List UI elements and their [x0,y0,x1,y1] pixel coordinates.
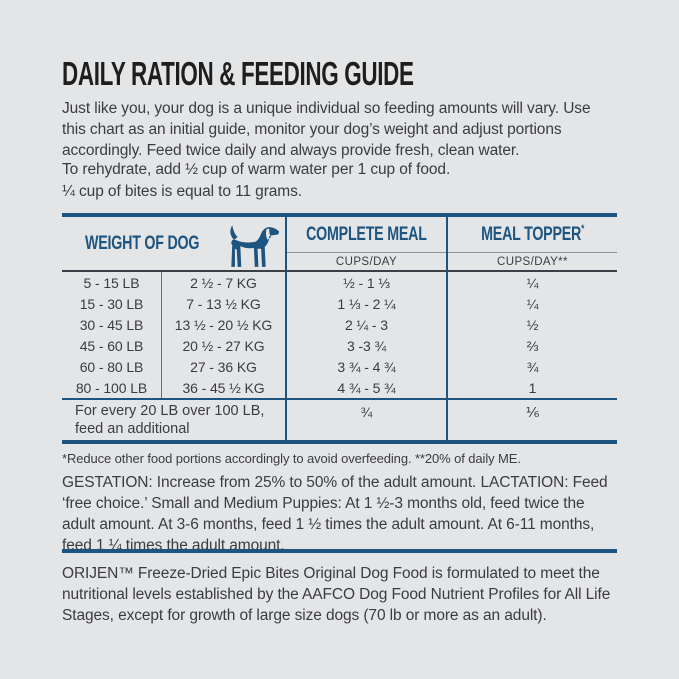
section-divider-rule [62,549,617,553]
weight-lb: 80 - 100 LB [62,377,162,398]
complete-meal-amount: 1 ⅓ - 2 ¼ [287,293,448,314]
complete-meal-title: COMPLETE MEAL [306,223,427,245]
cup-weight-note: ¼ cup of bites is equal to 11 grams. [62,183,302,200]
meal-topper-amount: ¾ [526,358,539,375]
page-title: DAILY RATION & FEEDING GUIDE [62,55,617,93]
complete-meal-amount: 2 ¼ - 3 [287,314,448,335]
table-row: 80 - 100 LB 36 - 45 ½ KG 4 ¾ - 5 ¾ 1 [62,377,617,398]
weight-lb: 5 - 15 LB [62,272,162,293]
weight-lb: 15 - 30 LB [62,293,162,314]
meal-topper-amount: ½ [526,316,539,333]
weight-kg: 27 - 36 KG [162,356,287,377]
over-100lb-label: For every 20 LB over 100 LB, feed an add… [62,400,287,440]
meal-topper-amount: ⅔ [526,337,539,354]
feeding-table-footer-row: For every 20 LB over 100 LB, feed an add… [62,398,617,440]
complete-meal-header: COMPLETE MEAL CUPS/DAY [287,217,448,271]
meal-topper-title: MEAL TOPPER* [481,222,584,245]
weight-of-dog-header: WEIGHT OF DOG [62,217,287,271]
table-row: 45 - 60 LB 20 ½ - 27 KG 3 -3 ¾ ⅔ [62,335,617,356]
complete-meal-amount: 3 ¾ - 4 ¾ [287,356,448,377]
dog-silhouette-icon [225,217,281,271]
table-row: 15 - 30 LB 7 - 13 ½ KG 1 ⅓ - 2 ¼ ¼ [62,293,617,314]
weight-kg: 13 ½ - 20 ½ KG [162,314,287,335]
meal-topper-amount: ¼ [526,274,539,291]
meal-topper-amount: ¼ [526,295,539,312]
page-title-text: DAILY RATION & FEEDING GUIDE [62,55,414,92]
weight-kg: 7 - 13 ½ KG [162,293,287,314]
over-100lb-topper-amount: ⅙ [525,404,540,420]
meal-topper-amount: 1 [528,379,537,396]
weight-lb: 60 - 80 LB [62,356,162,377]
aafco-statement: ORIJEN™ Freeze-Dried Epic Bites Original… [62,565,611,624]
feeding-table: WEIGHT OF DOG COMPLETE MEAL CUPS/DAY MEA… [62,213,617,444]
table-footnote: *Reduce other food portions accordingly … [62,451,521,466]
weight-of-dog-label: WEIGHT OF DOG [85,233,200,254]
weight-kg: 36 - 45 ½ KG [162,377,287,398]
intro-paragraph: Just like you, your dog is a unique indi… [62,100,591,159]
table-row: 60 - 80 LB 27 - 36 KG 3 ¾ - 4 ¾ ¾ [62,356,617,377]
feeding-table-header-row: WEIGHT OF DOG COMPLETE MEAL CUPS/DAY MEA… [62,217,617,271]
meal-topper-asterisk: * [580,222,584,235]
complete-meal-units: CUPS/DAY [287,252,446,270]
weight-lb: 45 - 60 LB [62,335,162,356]
table-row: 5 - 15 LB 2 ½ - 7 KG ½ - 1 ⅓ ¼ [62,272,617,293]
meal-topper-units: CUPS/DAY** [448,252,617,270]
complete-meal-amount: ½ - 1 ⅓ [287,272,448,293]
over-100lb-complete-amount: ¾ [287,400,448,440]
weight-lb: 30 - 45 LB [62,314,162,335]
complete-meal-amount: 4 ¾ - 5 ¾ [287,377,448,398]
complete-meal-amount: 3 -3 ¾ [287,335,448,356]
table-row: 30 - 45 LB 13 ½ - 20 ½ KG 2 ¼ - 3 ½ [62,314,617,335]
weight-kg: 2 ½ - 7 KG [162,272,287,293]
rehydrate-note: To rehydrate, add ½ cup of warm water pe… [62,161,451,178]
weight-kg: 20 ½ - 27 KG [162,335,287,356]
gestation-lactation-paragraph: GESTATION: Increase from 25% to 50% of t… [62,474,608,554]
feeding-table-body: 5 - 15 LB 2 ½ - 7 KG ½ - 1 ⅓ ¼ 15 - 30 L… [62,270,617,398]
meal-topper-header: MEAL TOPPER* CUPS/DAY** [448,217,617,271]
